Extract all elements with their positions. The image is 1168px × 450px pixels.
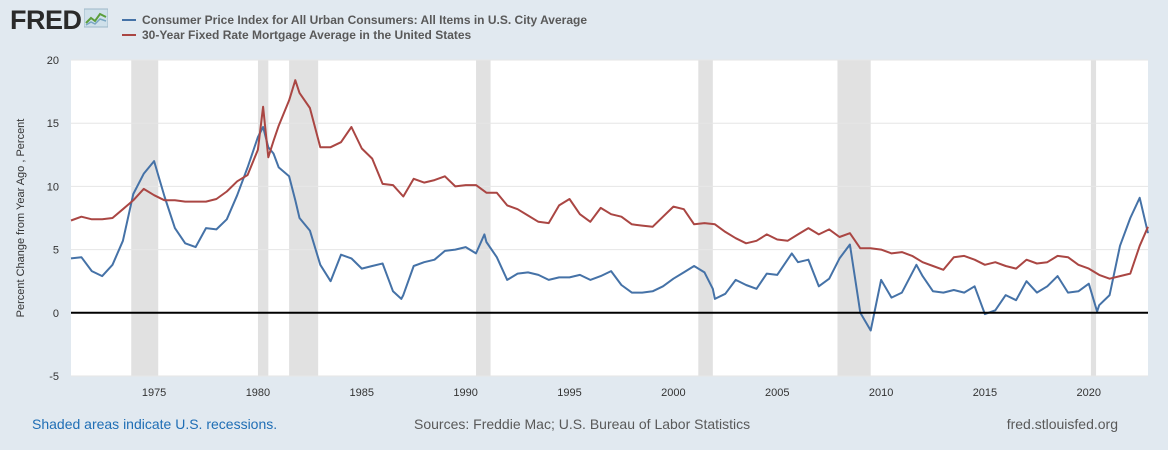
series-line-mortgage [70, 79, 1149, 280]
recession-band [476, 60, 491, 376]
x-tick-label: 1975 [142, 387, 166, 399]
y-tick-label: 5 [53, 245, 59, 257]
x-tick-label: 1985 [350, 387, 374, 399]
logo-text: FRED [10, 5, 82, 35]
x-tick-label: 1995 [557, 387, 581, 399]
chart-legend: Consumer Price Index for All Urban Consu… [122, 12, 587, 42]
legend-swatch-mortgage [122, 33, 136, 36]
legend-swatch-cpi [122, 18, 136, 21]
legend-item-cpi[interactable]: Consumer Price Index for All Urban Consu… [122, 12, 587, 27]
recession-band [698, 60, 713, 376]
recession-band [837, 60, 871, 376]
recession-band [289, 60, 319, 376]
y-axis-title: Percent Change from Year Ago , Percent [15, 119, 27, 318]
x-tick-label: 2005 [765, 387, 789, 399]
x-tick-label: 1980 [246, 387, 270, 399]
legend-label-mortgage: 30-Year Fixed Rate Mortgage Average in t… [142, 27, 472, 42]
y-tick-label: 10 [47, 181, 59, 193]
y-tick-label: 15 [47, 118, 59, 130]
y-tick-label: 0 [53, 308, 59, 320]
x-tick-label: 2010 [869, 387, 893, 399]
y-tick-labels: -5 0 5 10 15 20 [47, 55, 59, 383]
recession-shading [131, 60, 1097, 376]
chart-line-icon [83, 8, 108, 33]
y-tick-label: 20 [47, 55, 59, 67]
legend-item-mortgage[interactable]: 30-Year Fixed Rate Mortgage Average in t… [122, 27, 587, 42]
x-tick-label: 2015 [973, 387, 997, 399]
x-tick-label: 2020 [1077, 387, 1101, 399]
x-tick-label: 1990 [453, 387, 477, 399]
recession-band [131, 60, 159, 376]
plot-area [71, 60, 1148, 376]
fred-logo[interactable]: FRED [10, 6, 108, 34]
recession-band [257, 60, 269, 376]
series-line-cpi [70, 126, 1149, 332]
legend-label-cpi: Consumer Price Index for All Urban Consu… [142, 12, 587, 27]
x-tick-label: 2000 [661, 387, 685, 399]
x-tick-labels: 1975 1980 1985 1990 1995 2000 2005 2010 2015 2020 [142, 387, 1101, 399]
header: FRED Consumer Price Index for All Urban … [0, 0, 1168, 52]
recession-note-link[interactable]: Shaded areas indicate U.S. recessions. [32, 416, 278, 432]
footer: Shaded areas indicate U.S. recessions. S… [0, 412, 1168, 436]
series-lines [70, 79, 1149, 332]
sources-text: Sources: Freddie Mac; U.S. Bureau of Lab… [414, 416, 751, 432]
site-url[interactable]: fred.stlouisfed.org [1006, 416, 1118, 432]
y-tick-label: -5 [49, 371, 59, 383]
recession-band [1090, 60, 1097, 376]
